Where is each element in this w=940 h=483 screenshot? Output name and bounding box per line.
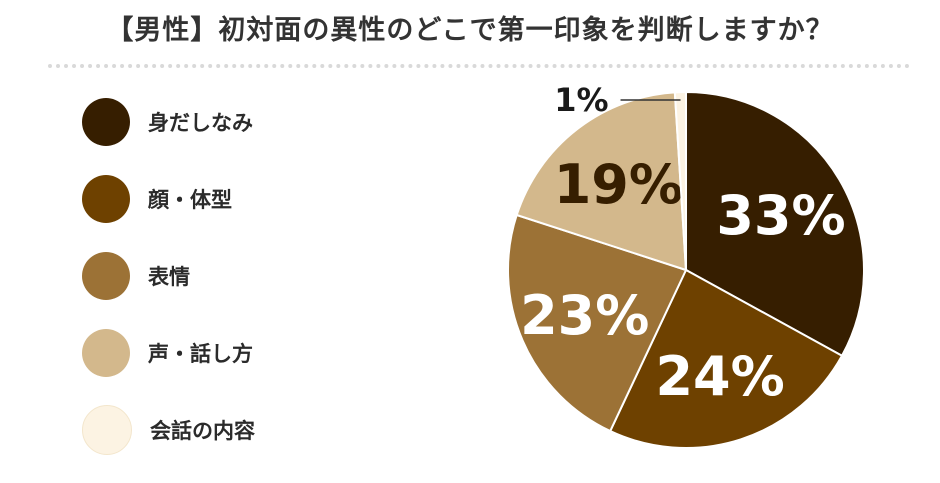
legend-item-conversation: 会話の内容 — [82, 404, 255, 455]
chart-title: 【男性】初対面の異性のどこで第一印象を判断しますか？ — [106, 15, 834, 46]
pie-slice-grooming — [685, 90, 865, 358]
legend-swatch — [82, 328, 130, 377]
legend-label: 身だしなみ — [148, 110, 253, 135]
slice-label-expression: 23% — [520, 284, 649, 347]
dotted-divider — [48, 64, 910, 68]
legend-label: 表情 — [148, 264, 190, 289]
legend-item-face-body: 顔・体型 — [82, 174, 255, 223]
legend-swatch — [82, 97, 130, 146]
legend: 身だしなみ 顔・体型 表情 声・話し方 会話の内容 — [82, 97, 255, 483]
pie-slice-voice — [515, 91, 688, 272]
pie-slice-face-body — [608, 268, 844, 449]
pie-slice-expression — [507, 213, 688, 433]
legend-label: 顔・体型 — [148, 187, 232, 212]
legend-swatch — [82, 174, 130, 223]
slice-label-conversation: 1% — [554, 81, 608, 119]
legend-swatch — [82, 404, 132, 455]
legend-item-voice: 声・話し方 — [82, 328, 255, 377]
slice-label-voice: 19% — [554, 153, 683, 216]
legend-label: 会話の内容 — [150, 418, 255, 443]
slice-label-face-body: 24% — [655, 345, 784, 408]
legend-swatch — [82, 251, 130, 300]
pie-slice-conversation — [673, 90, 687, 271]
slice-label-grooming: 33% — [716, 184, 845, 247]
legend-label: 声・話し方 — [148, 341, 253, 366]
legend-item-expression: 表情 — [82, 251, 255, 300]
legend-item-grooming: 身だしなみ — [82, 97, 255, 146]
